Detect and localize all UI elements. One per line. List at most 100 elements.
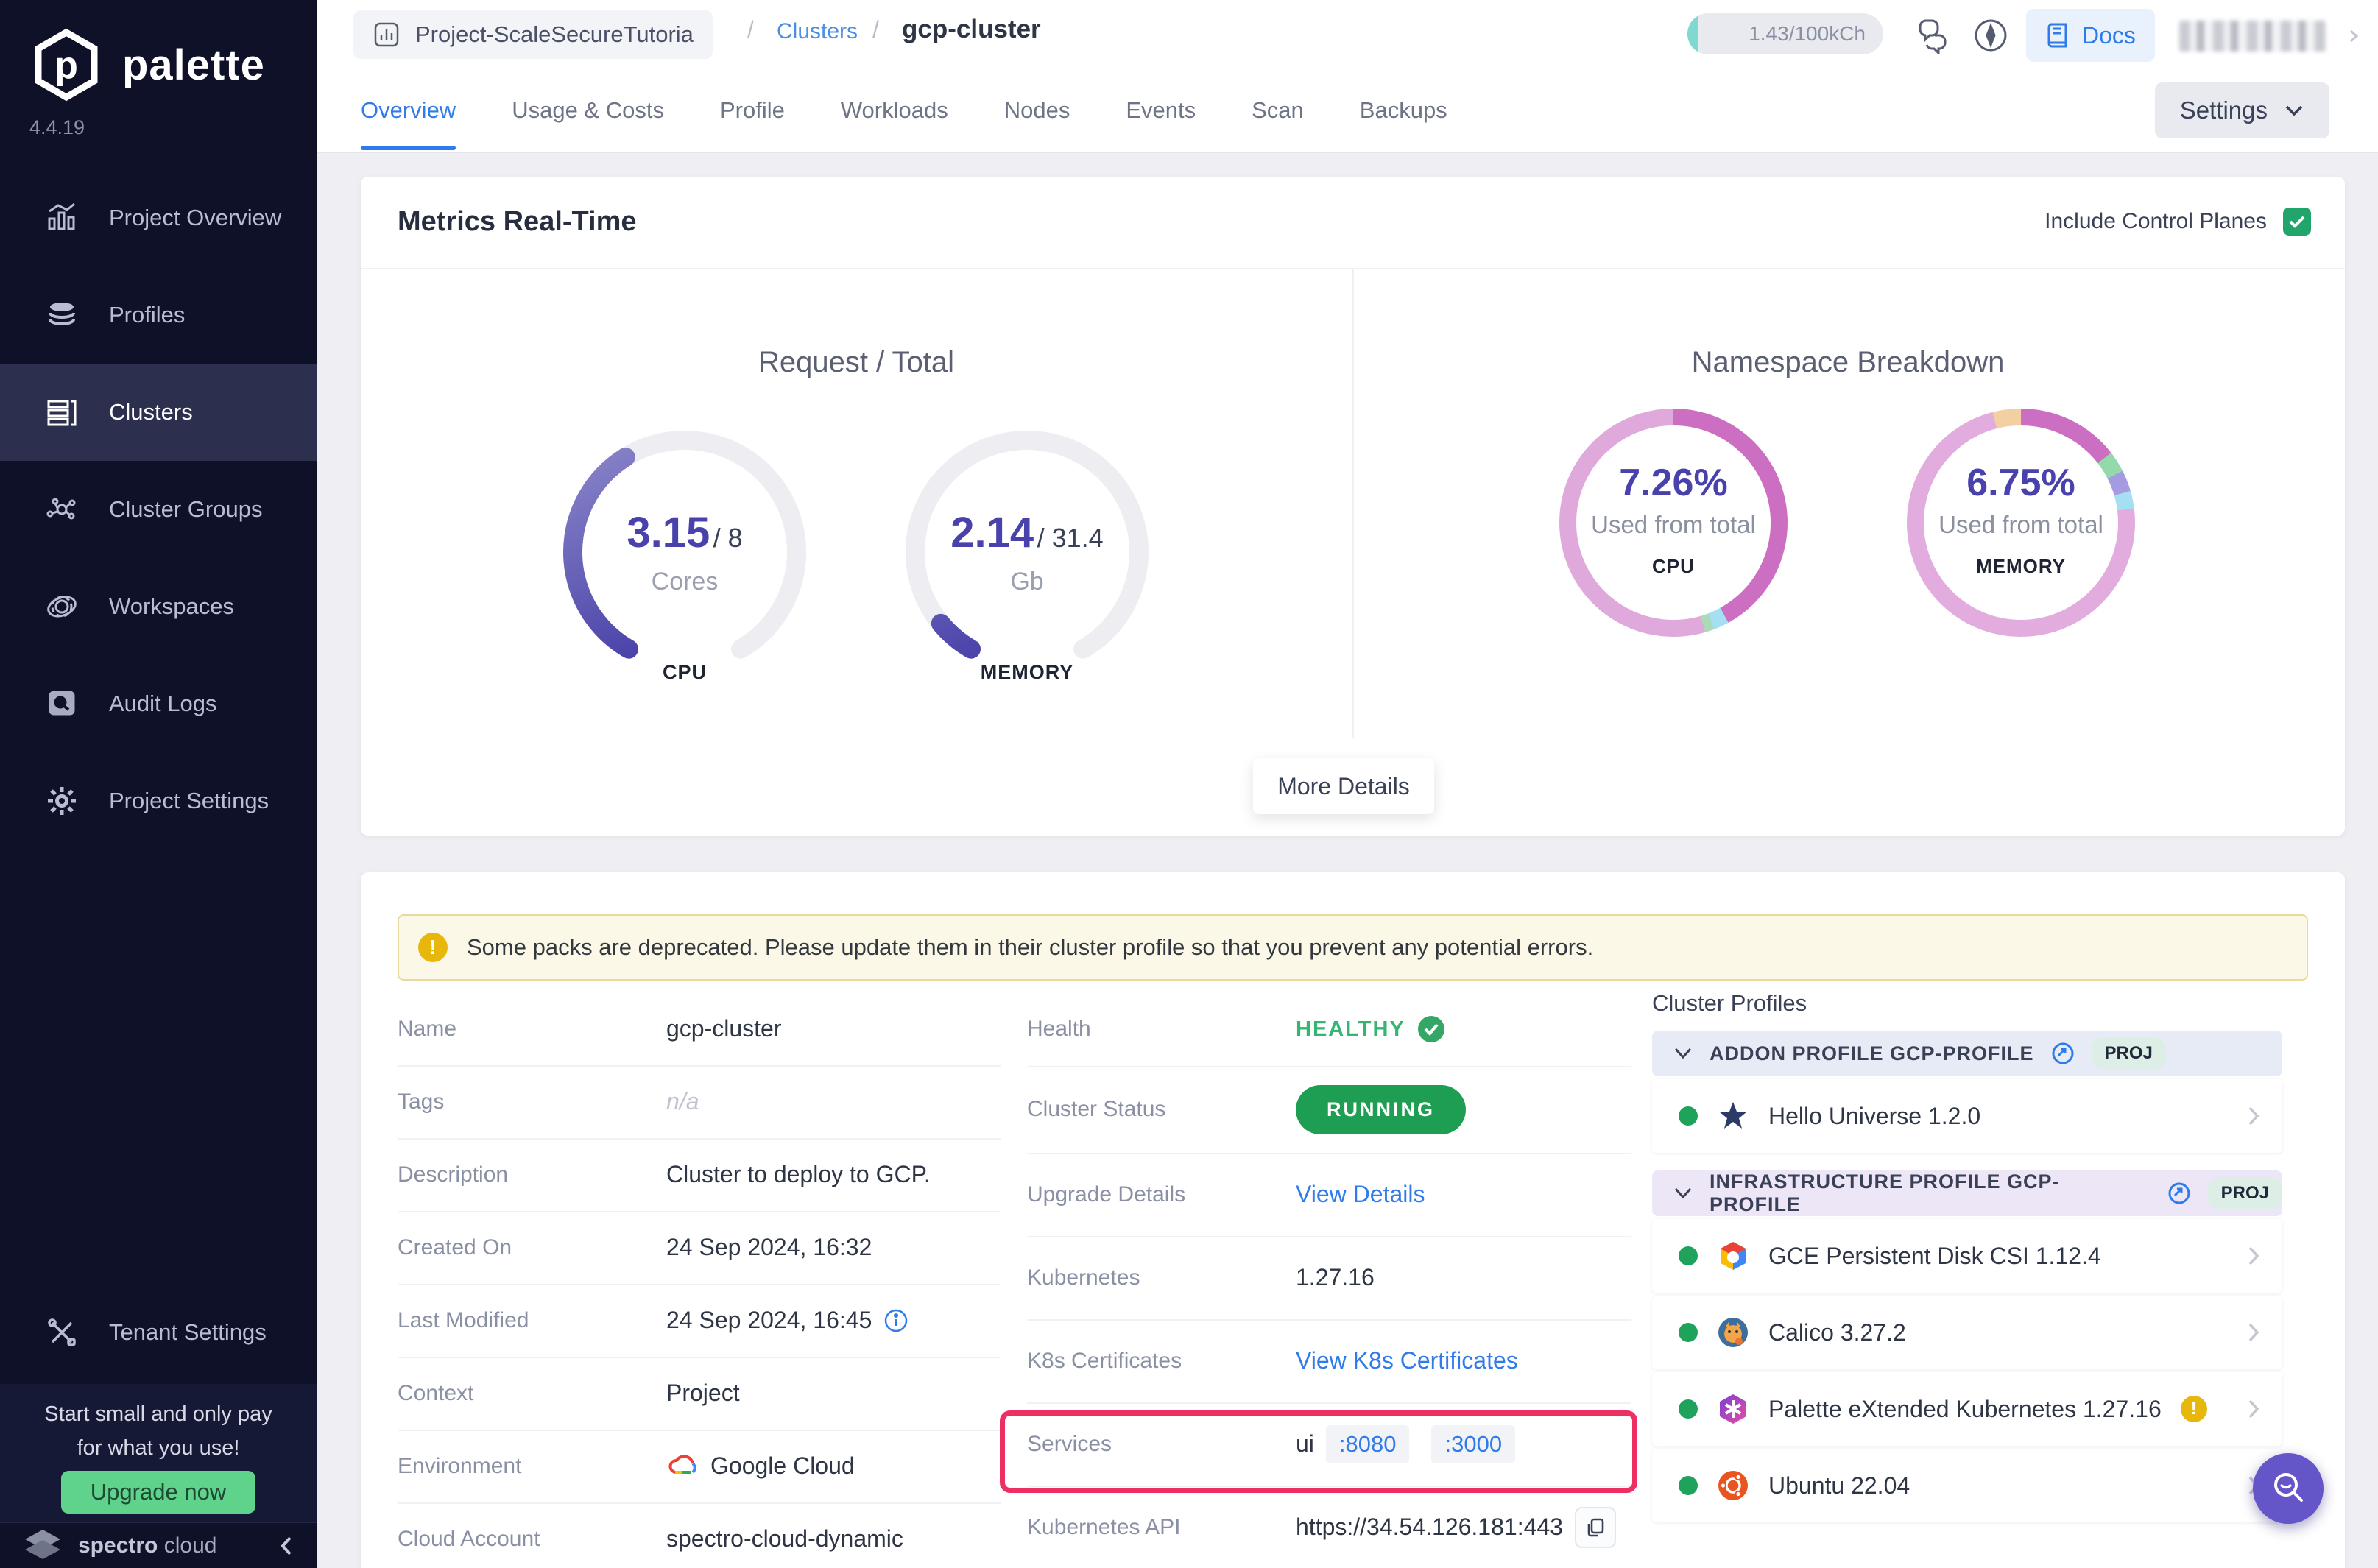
healthy-check-icon (1417, 1015, 1445, 1043)
pack-status-dot (1679, 1246, 1698, 1265)
memory-gauge: 2.14 / 31.4 Gb MEMORY (902, 427, 1152, 683)
orbit-icon (43, 590, 81, 624)
compass-icon[interactable] (1972, 16, 2010, 54)
profile-pack-hello-universe[interactable]: Hello Universe 1.2.0 (1652, 1079, 2282, 1153)
tab-usage-costs[interactable]: Usage & Costs (512, 97, 664, 123)
memory-request-value: 2.14 (950, 509, 1034, 557)
svg-text:p: p (54, 44, 78, 87)
service-port-link-8080[interactable]: :8080 (1325, 1424, 1410, 1463)
created-on-value: 24 Sep 2024, 16:32 (666, 1234, 872, 1260)
chevron-right-icon (2245, 1103, 2262, 1129)
clusters-icon (43, 395, 81, 429)
metrics-title: Metrics Real-Time (398, 206, 637, 237)
ubuntu-icon (1717, 1469, 1749, 1502)
kubernetes-version-value: 1.27.16 (1296, 1264, 1375, 1290)
more-details-button[interactable]: More Details (1253, 758, 1434, 814)
sidebar-item-project-overview[interactable]: Project Overview (0, 169, 317, 266)
sidebar-item-label: Audit Logs (109, 691, 217, 716)
proj-scope-badge: PROJ (2091, 1037, 2166, 1070)
service-port-link-3000[interactable]: :3000 (1431, 1424, 1516, 1463)
warning-icon: ! (418, 933, 448, 962)
service-name: ui (1296, 1430, 1314, 1457)
tab-profile[interactable]: Profile (719, 97, 785, 123)
status-row-upgrade: Upgrade Details View Details (1027, 1181, 1425, 1207)
sidebar-item-audit-logs[interactable]: Audit Logs (0, 655, 317, 752)
last-modified-value: 24 Sep 2024, 16:45 (666, 1307, 872, 1333)
top-header: Project-ScaleSecureTutoria / Clusters / … (317, 0, 2378, 71)
profile-pack-gce-disk[interactable]: GCE Persistent Disk CSI 1.12.4 (1652, 1219, 2282, 1293)
audit-search-icon (43, 687, 81, 721)
gce-persistent-disk-icon (1717, 1240, 1749, 1272)
tab-nodes[interactable]: Nodes (1003, 97, 1070, 123)
sidebar-item-label: Profiles (109, 302, 186, 328)
palette-kubernetes-icon (1717, 1393, 1749, 1425)
cpu-total-value: / 8 (713, 523, 743, 553)
view-k8s-certificates-link[interactable]: View K8s Certificates (1296, 1347, 1518, 1374)
infrastructure-profile-header[interactable]: INFRASTRUCTURE PROFILE GCP-PROFILE PROJ (1652, 1170, 2282, 1216)
sidebar-item-cluster-groups[interactable]: Cluster Groups (0, 461, 317, 558)
upgrade-now-button[interactable]: Upgrade now (61, 1471, 255, 1514)
user-name-redacted[interactable] (2179, 21, 2326, 52)
tab-overview[interactable]: Overview (361, 71, 456, 150)
status-row-health: Health HEALTHY (1027, 992, 1631, 1066)
status-row-kubernetes: Kubernetes 1.27.16 (1027, 1264, 1375, 1290)
memory-used-percent: 6.75% (1966, 462, 2075, 504)
pack-status-dot (1679, 1106, 1698, 1126)
status-row-cluster-status: Cluster Status RUNNING (1027, 1066, 1631, 1153)
settings-button[interactable]: Settings (2154, 82, 2329, 138)
health-value: HEALTHY (1296, 1017, 1405, 1041)
running-status-badge: RUNNING (1296, 1084, 1466, 1134)
docs-label: Docs (2082, 21, 2136, 49)
profile-pack-calico[interactable]: Calico 3.27.2 (1652, 1296, 2282, 1369)
addon-profile-name: ADDON PROFILE GCP-PROFILE (1710, 1042, 2034, 1064)
spectro-cloud-logo (22, 1528, 63, 1564)
profile-pack-ubuntu[interactable]: Ubuntu 22.04 (1652, 1449, 2282, 1522)
addon-profile-header[interactable]: ADDON PROFILE GCP-PROFILE PROJ (1652, 1031, 2282, 1076)
google-cloud-icon (666, 1453, 699, 1480)
collapse-sidebar-icon[interactable] (277, 1533, 296, 1558)
detail-row-tags: Tags n/a (398, 1088, 699, 1115)
hello-universe-icon (1717, 1100, 1749, 1132)
usage-progress (1687, 13, 1698, 54)
view-details-link[interactable]: View Details (1296, 1181, 1425, 1207)
tab-workloads[interactable]: Workloads (840, 97, 948, 123)
link-icon (2052, 1042, 2074, 1064)
project-name: Project-ScaleSecureTutoria (415, 21, 694, 47)
assistant-fab-button[interactable] (2253, 1453, 2324, 1524)
namespace-breakdown-title: Namespace Breakdown (1691, 346, 2005, 378)
sidebar-item-label: Clusters (109, 399, 193, 425)
project-selector[interactable]: Project-ScaleSecureTutoria (353, 10, 713, 59)
tags-value: n/a (666, 1088, 699, 1115)
tab-backups[interactable]: Backups (1359, 97, 1447, 123)
breadcrumb-clusters-link[interactable]: Clusters (777, 19, 858, 43)
sidebar-item-profiles[interactable]: Profiles (0, 266, 317, 364)
chevron-right-icon (2245, 1396, 2262, 1422)
info-icon[interactable] (883, 1308, 908, 1333)
pack-status-dot (1679, 1323, 1698, 1342)
tab-scan[interactable]: Scan (1252, 97, 1304, 123)
tab-events[interactable]: Events (1126, 97, 1196, 123)
cluster-details-card: ! Some packs are deprecated. Please upda… (361, 872, 2345, 1568)
cluster-name-value: gcp-cluster (666, 1015, 782, 1042)
chevron-down-icon (1674, 1048, 1692, 1059)
sidebar-item-tenant-settings[interactable]: Tenant Settings (0, 1284, 317, 1381)
detail-row-cloud-account: Cloud Account spectro-cloud-dynamic (398, 1525, 903, 1552)
cluster-tabbar: Overview Usage & Costs Profile Workloads… (317, 71, 2378, 153)
include-control-planes-checkbox[interactable] (2283, 208, 2311, 236)
copy-icon[interactable] (1574, 1506, 1616, 1548)
chat-icon[interactable] (1914, 16, 1952, 54)
docs-button[interactable]: Docs (2026, 9, 2155, 62)
sidebar-item-workspaces[interactable]: Workspaces (0, 558, 317, 655)
profile-pack-palette-kubernetes[interactable]: Palette eXtended Kubernetes 1.27.16 ! (1652, 1372, 2282, 1446)
app-version: 4.4.19 (29, 116, 85, 138)
sidebar-item-project-settings[interactable]: Project Settings (0, 752, 317, 850)
alert-text: Some packs are deprecated. Please update… (467, 934, 1594, 960)
sidebar-item-clusters[interactable]: Clusters (0, 364, 317, 461)
detail-row-created: Created On 24 Sep 2024, 16:32 (398, 1234, 872, 1260)
usage-credits-pill[interactable]: 1.43/100kCh (1687, 13, 1883, 54)
user-menu-chevron-icon[interactable] (2346, 25, 2362, 47)
palette-logo[interactable]: p palette (28, 27, 265, 103)
memory-namespace-donut: 6.75% Used from total MEMORY (1907, 409, 2135, 637)
metrics-card-header: Metrics Real-Time Include Control Planes (361, 177, 2345, 269)
